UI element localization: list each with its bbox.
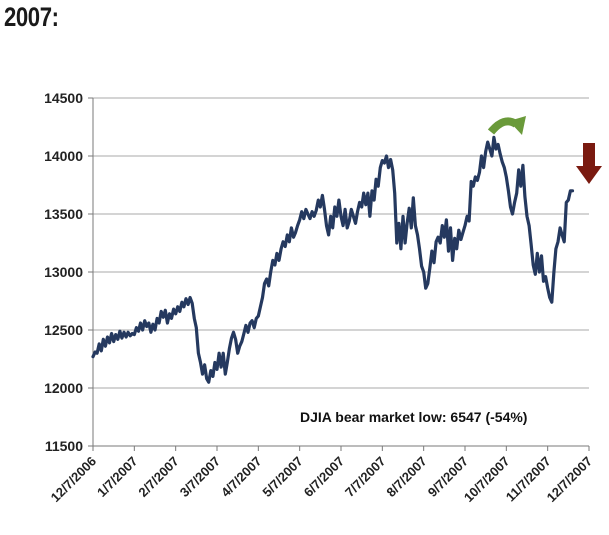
y-tick-label: 14500: [44, 90, 83, 106]
bear-market-annotation: DJIA bear market low: 6547 (-54%): [300, 409, 527, 425]
x-tick-label: 2/7/2007: [135, 454, 181, 500]
x-tick-label: 3/7/2007: [177, 454, 223, 500]
y-tick-label: 11500: [45, 438, 83, 454]
axes: [88, 97, 590, 451]
x-tick-label: 10/7/2007: [461, 454, 513, 506]
x-tick-label: 4/7/2007: [218, 454, 264, 500]
series: [91, 135, 575, 384]
y-tick-label: 13000: [44, 264, 83, 280]
y-tick-label: 12500: [44, 322, 83, 338]
x-tick-label: 6/7/2007: [301, 454, 347, 500]
green-curved-arrow-head-icon: [509, 116, 526, 135]
y-tick-labels: 11500 12000 12500 13000 13500 14000 14500: [44, 90, 83, 454]
x-tick-label: 8/7/2007: [383, 454, 429, 500]
x-tick-labels: 12/7/20061/7/20072/7/20073/7/20074/7/200…: [48, 454, 596, 506]
page-title: 2007:: [4, 2, 59, 32]
gridlines: [93, 97, 589, 389]
y-tick-label: 14000: [44, 148, 83, 164]
x-tick-label: 12/7/2006: [48, 454, 100, 506]
y-tick-label: 12000: [44, 380, 83, 396]
x-tick-label: 7/7/2007: [342, 454, 388, 500]
red-down-arrow-icon: [576, 143, 602, 184]
x-tick-label: 5/7/2007: [259, 454, 305, 500]
x-tick-label: 1/7/2007: [94, 454, 140, 500]
y-tick-label: 13500: [44, 206, 83, 222]
series-line-djia: [91, 135, 575, 384]
x-tick-label: 12/7/2007: [544, 454, 596, 506]
